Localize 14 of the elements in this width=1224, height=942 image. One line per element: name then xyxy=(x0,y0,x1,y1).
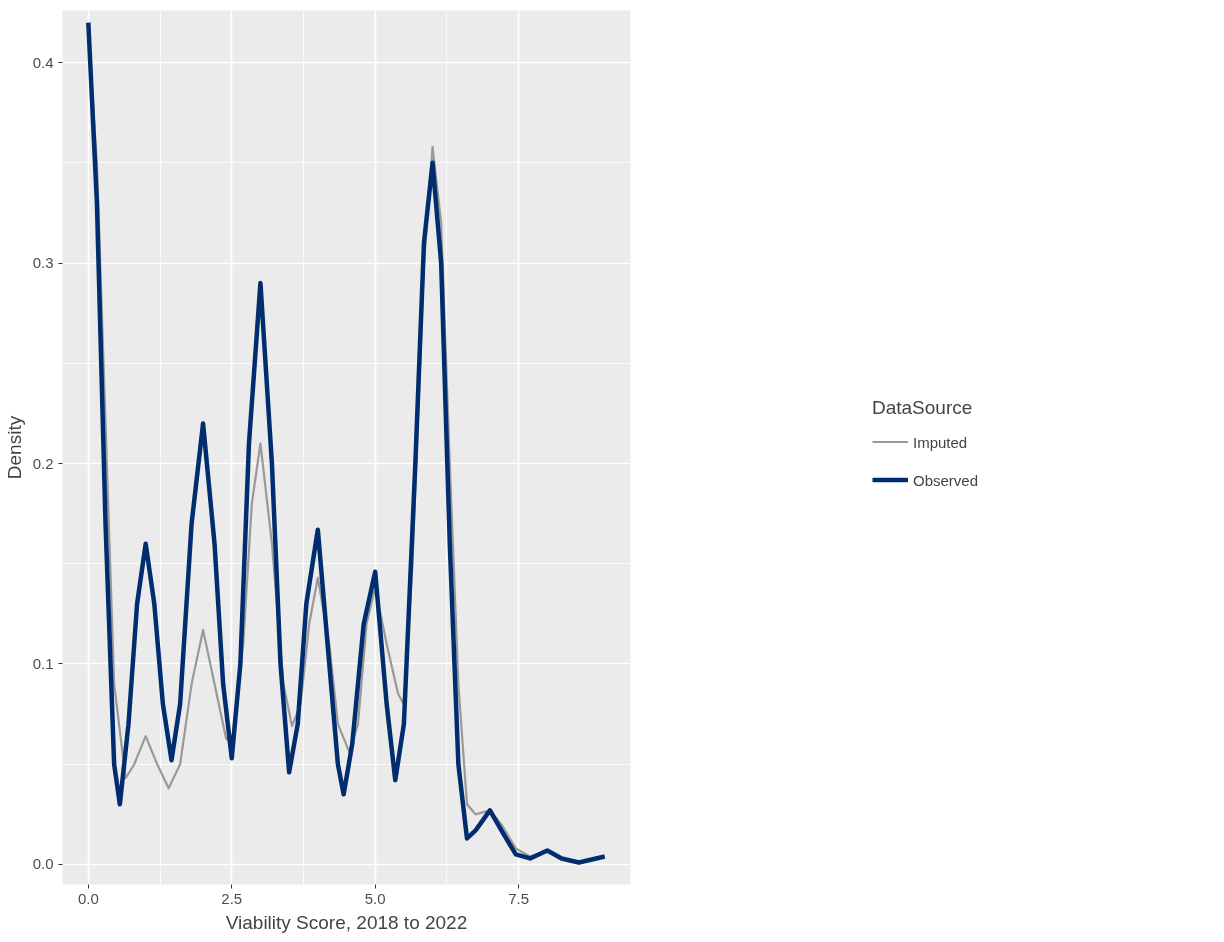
y-tick-label: 0.0 xyxy=(32,855,54,873)
y-tick-label: 0.3 xyxy=(32,254,54,272)
legend-label: Imputed xyxy=(912,433,968,450)
x-tick-label: 0.0 xyxy=(77,889,99,907)
x-tick-label: 7.5 xyxy=(508,889,530,907)
x-axis-title: Viability Score, 2018 to 2022 xyxy=(225,911,468,933)
y-axis-title: Density xyxy=(3,415,25,480)
y-tick-label: 0.4 xyxy=(32,53,54,71)
y-tick-label: 0.2 xyxy=(32,454,54,472)
legend-title: DataSource xyxy=(871,396,974,419)
x-tick-label: 2.5 xyxy=(221,889,243,907)
y-tick-label: 0.1 xyxy=(32,655,54,672)
x-tick-label: 5.0 xyxy=(364,889,386,907)
legend-label: Observed xyxy=(912,471,979,488)
